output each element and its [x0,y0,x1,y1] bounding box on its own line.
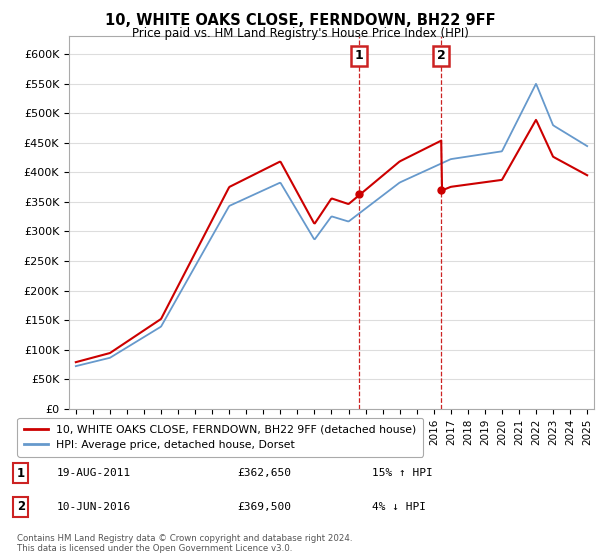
Text: 4% ↓ HPI: 4% ↓ HPI [372,502,426,512]
Text: Price paid vs. HM Land Registry's House Price Index (HPI): Price paid vs. HM Land Registry's House … [131,27,469,40]
Text: 10-JUN-2016: 10-JUN-2016 [57,502,131,512]
Text: £369,500: £369,500 [237,502,291,512]
Text: 1: 1 [17,466,25,480]
Text: 2: 2 [437,49,446,62]
Text: Contains HM Land Registry data © Crown copyright and database right 2024.
This d: Contains HM Land Registry data © Crown c… [17,534,352,553]
Text: 19-AUG-2011: 19-AUG-2011 [57,468,131,478]
Text: 10, WHITE OAKS CLOSE, FERNDOWN, BH22 9FF: 10, WHITE OAKS CLOSE, FERNDOWN, BH22 9FF [104,13,496,28]
Legend: 10, WHITE OAKS CLOSE, FERNDOWN, BH22 9FF (detached house), HPI: Average price, d: 10, WHITE OAKS CLOSE, FERNDOWN, BH22 9FF… [17,418,423,456]
Text: 1: 1 [355,49,364,62]
Text: 2: 2 [17,500,25,514]
Text: £362,650: £362,650 [237,468,291,478]
Text: 15% ↑ HPI: 15% ↑ HPI [372,468,433,478]
